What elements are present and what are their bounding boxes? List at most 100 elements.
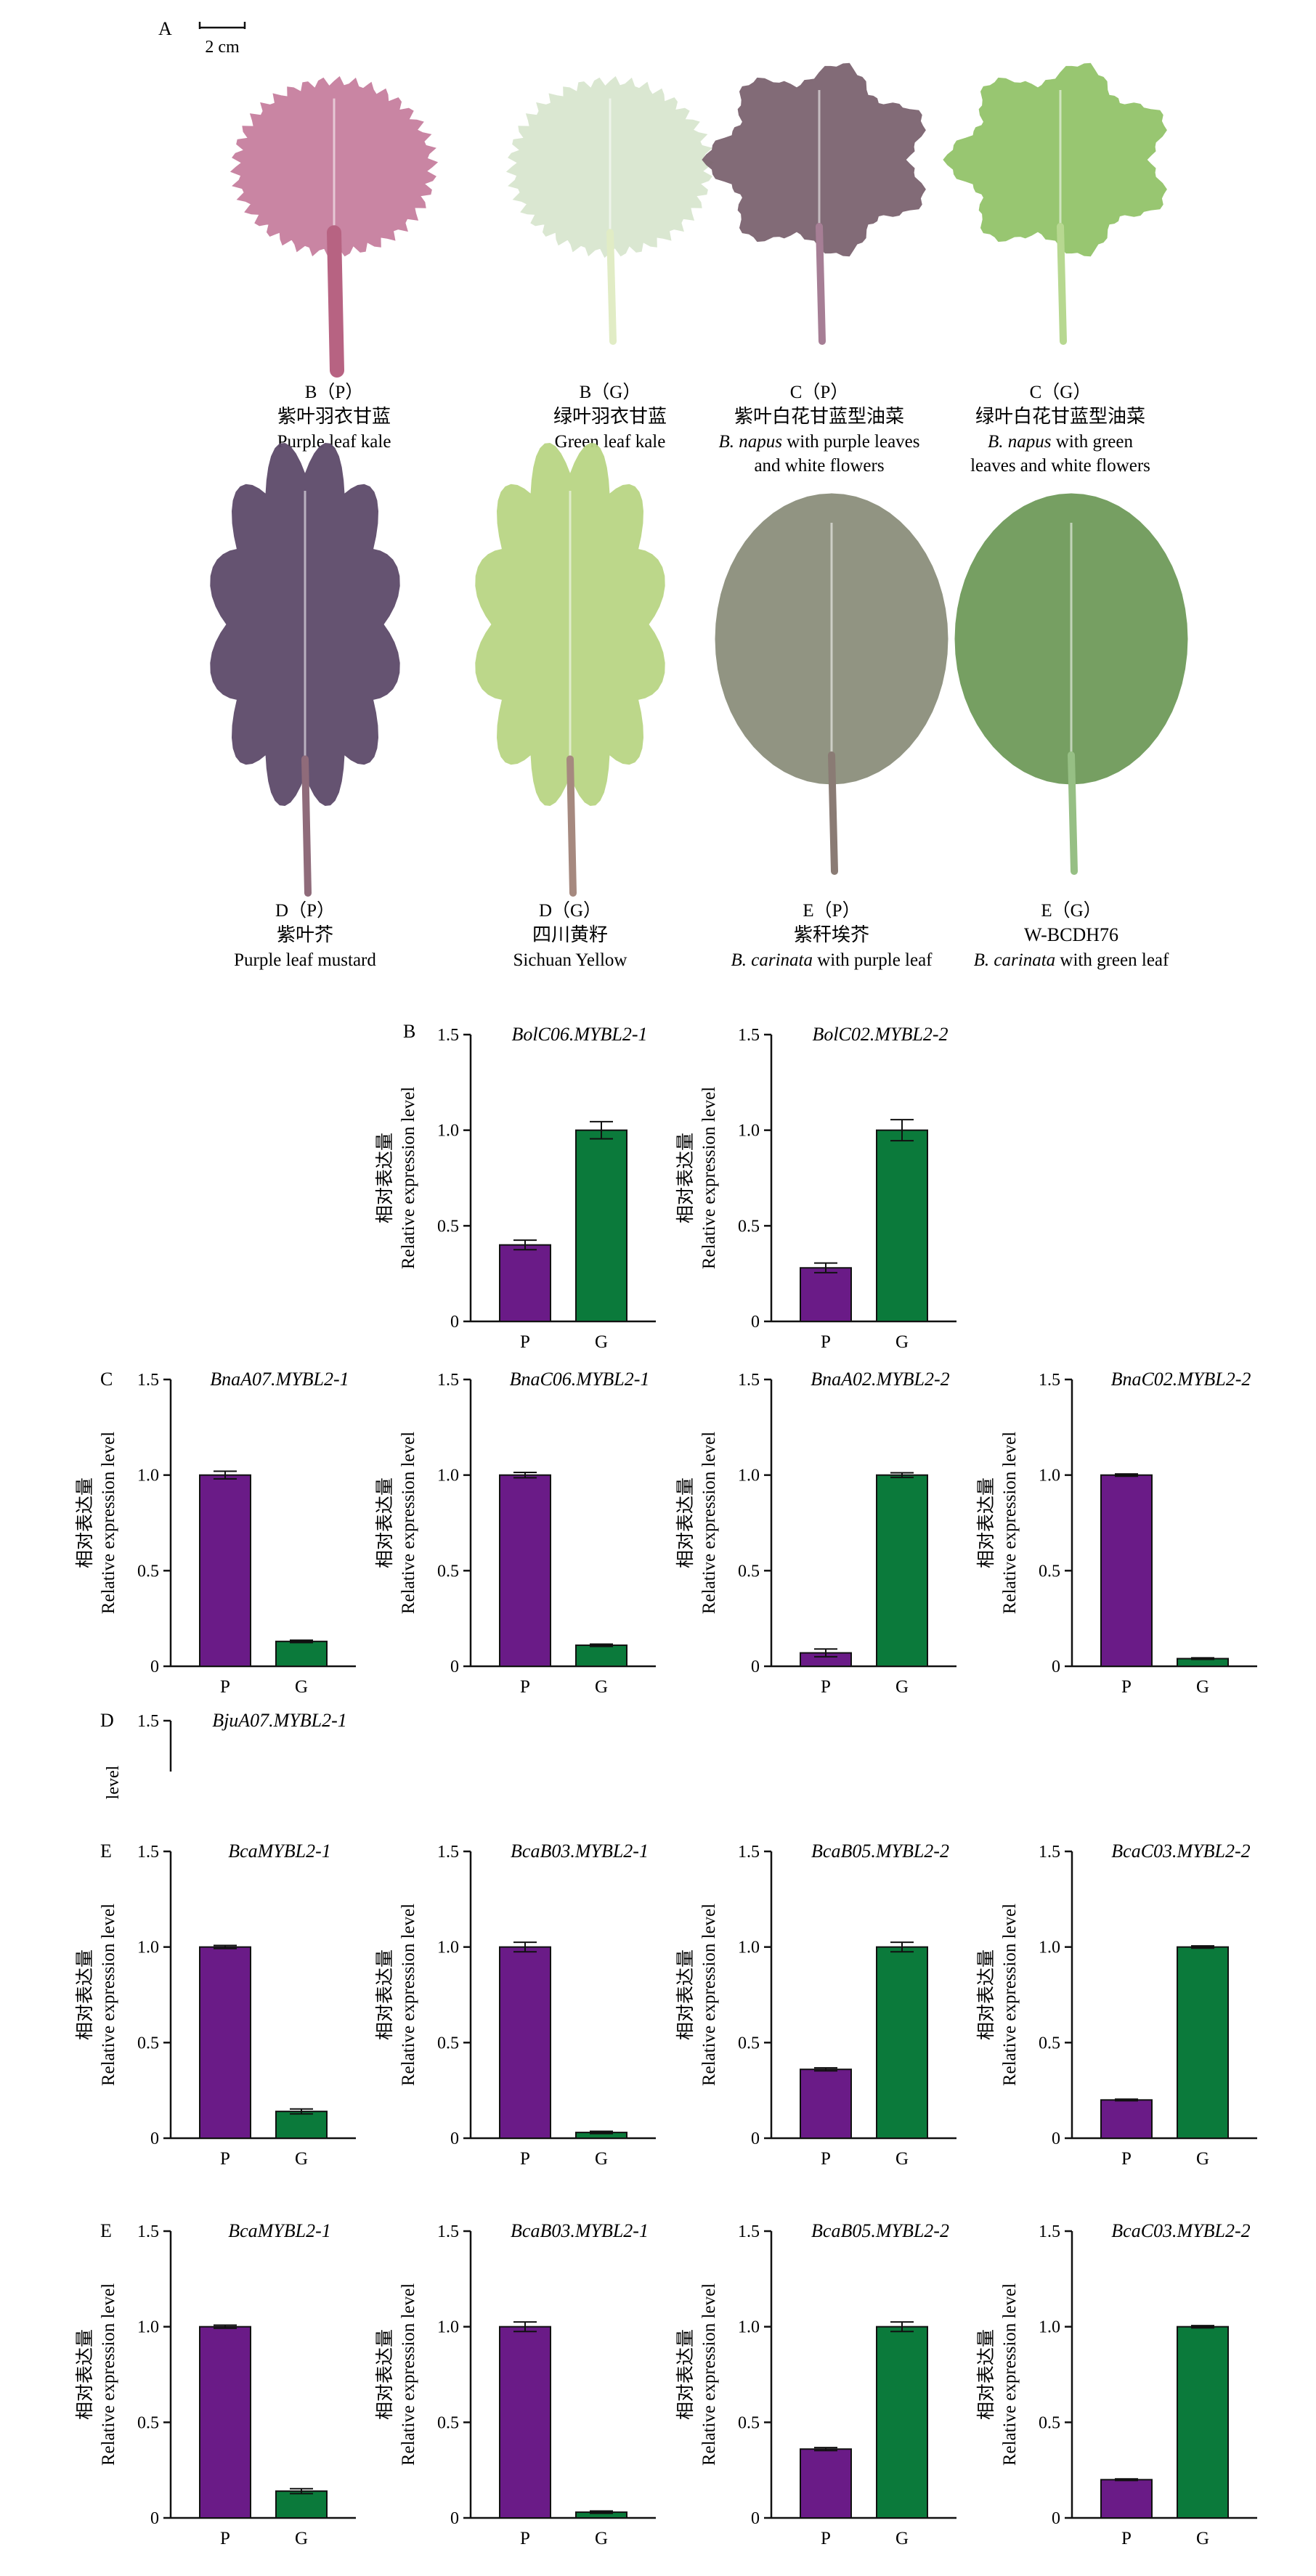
bar-p (199, 1946, 251, 2140)
bar-g (275, 2490, 328, 2519)
bar-g (876, 1129, 928, 1322)
y-tick-label: 0.5 (738, 2034, 760, 2053)
chart-bcab05-mybl2-2: BcaB05.MYBL2-2 0 0.5 1.0 1.5 相对表达量 Relative ex… (675, 1841, 956, 2169)
bar-p (1100, 2099, 1153, 2139)
leaf-photo-3: C（P） 紫叶白花甘蓝型油菜 B. napus with purple leaves… (702, 62, 926, 476)
y-tick-label: 1.5 (137, 1843, 159, 1862)
y-tick-label: 1.0 (137, 1939, 159, 1957)
leaf-name-en: Sichuan Yellow (513, 950, 627, 970)
y-tick-label: 1.0 (437, 1939, 459, 1957)
y-tick-label: 0 (150, 2129, 159, 2148)
y-axis-label-zh: 相对表达量 (75, 1949, 95, 2040)
leaf-name-en: B. napus with green (988, 432, 1133, 452)
bar-g (1177, 1946, 1229, 2140)
y-axis-label-zh: 相对表达量 (675, 1949, 696, 2040)
y-axis-label-zh: 相对表达量 (976, 1477, 996, 1568)
y-axis-label-en: Relative expression level (699, 1432, 719, 1614)
species-name: B. carinata (731, 950, 813, 970)
leaf-code-label: E（P） (803, 900, 860, 921)
y-tick-label: 0 (751, 1658, 760, 1676)
chart-title: BnaC06.MYBL2-1 (510, 1369, 650, 1390)
chart-bjua07-mybl2-1: BjuA07.MYBL2-1 1.5 level (104, 1710, 347, 1799)
y-tick-label: 0 (150, 1658, 159, 1676)
leaf-petiole (1068, 751, 1078, 875)
y-axis-label-en: Relative expression level (399, 2283, 418, 2466)
y-axis-label-en: Relative expression level (399, 1432, 418, 1614)
x-tick-label: P (1121, 2529, 1132, 2548)
chart-title: BcaC03.MYBL2-2 (1111, 1841, 1250, 1862)
y-tick-label: 1.5 (1039, 1371, 1060, 1390)
species-name: B. carinata (974, 950, 1056, 970)
leaf-name-en: Green leaf kale (555, 432, 666, 452)
y-tick-label: 0.5 (137, 1562, 159, 1581)
chart-title: BcaB05.MYBL2-2 (811, 1841, 949, 1862)
x-tick-label: G (1196, 2529, 1209, 2548)
y-tick-label: 0 (450, 1313, 459, 1332)
leaf-code-label: B（P） (305, 382, 364, 402)
y-tick-label: 0.5 (1039, 2034, 1060, 2053)
y-tick-label: 1.5 (437, 1026, 459, 1045)
x-tick-label: G (295, 2529, 308, 2548)
y-tick-label: 0.5 (437, 2413, 459, 2432)
species-name: B. napus (718, 432, 782, 452)
y-axis-label-zh: 相对表达量 (75, 1477, 95, 1568)
x-tick-label: G (895, 1332, 909, 1352)
chart-bcamybl2-1: BcaMYBL2-1 0 0.5 1.0 1.5 相对表达量 Relative expres… (75, 2220, 356, 2548)
leaf-petiole (828, 751, 838, 875)
chart-title: BolC02.MYBL2-2 (812, 1024, 948, 1045)
y-axis-label-en: level (104, 1765, 123, 1799)
bar-g (876, 1474, 928, 1667)
chart-bcac03-mybl2-2: BcaC03.MYBL2-2 0 0.5 1.0 1.5 相对表达量 Relative ex… (976, 1841, 1257, 2169)
y-tick-label: 1.5 (437, 1843, 459, 1862)
y-tick-label: 1.5 (1039, 2222, 1060, 2241)
leaf-name-zh: 紫秆埃芥 (794, 924, 869, 945)
leaf-name-en: and white flowers (754, 456, 884, 476)
leaf-code-label: E（G） (1041, 900, 1101, 921)
bar-g (575, 1129, 627, 1322)
bar-p (1100, 2479, 1153, 2519)
leaf-name-en: leaves and white flowers (970, 456, 1150, 476)
y-tick-label: 1.0 (1039, 2318, 1060, 2337)
leaf-description: with green (1052, 432, 1134, 452)
bar-p (800, 2448, 852, 2519)
x-tick-label: G (1196, 1677, 1209, 1697)
chart-bolc06-mybl2-1: BolC06.MYBL2-1 0 0.5 1.0 1.5 相对表达量 Relative ex… (375, 1024, 656, 1352)
chart-bnaa02-mybl2-2: BnaA02.MYBL2-2 0 0.5 1.0 1.5 相对表达量 Relative ex… (675, 1369, 956, 1697)
leaf-photo-2: B（G） 绿叶羽衣甘蓝 Green leaf kale (505, 76, 715, 452)
leaf-name-en: B. carinata with green leaf (974, 950, 1169, 970)
x-tick-label: P (821, 1677, 831, 1697)
y-tick-label: 1.5 (738, 1843, 760, 1862)
y-axis-label-zh: 相对表达量 (675, 2329, 696, 2420)
chart-bcab03-mybl2-1: BcaB03.MYBL2-1 0 0.5 1.0 1.5 相对表达量 Relative ex… (375, 1841, 656, 2169)
y-axis-label-en: Relative expression level (1000, 1904, 1020, 2086)
bar-p (800, 2068, 852, 2139)
y-tick-label: 0.5 (437, 2034, 459, 2053)
panel-label-c: C (100, 1369, 113, 1390)
leaf-description: with purple leaves (782, 432, 920, 452)
chart-title: BcaMYBL2-1 (228, 1841, 331, 1862)
leaf-photo-4: C（G） 绿叶白花甘蓝型油菜 B. napus with green leaves a… (943, 62, 1167, 476)
y-tick-label: 1.0 (738, 1467, 760, 1485)
leaf-description: with purple leaf (813, 950, 933, 970)
bar-p (499, 1244, 551, 1322)
x-tick-label: P (821, 1332, 831, 1352)
y-axis-label-en: Relative expression level (699, 1904, 719, 2086)
y-tick-label: 1.0 (738, 1122, 760, 1141)
y-axis-label-en: Relative expression level (699, 1087, 719, 1269)
y-tick-label: 1.0 (738, 1939, 760, 1957)
leaf-code-label: B（G） (580, 382, 641, 402)
y-tick-label: 1.0 (137, 1467, 159, 1485)
x-tick-label: P (1121, 2149, 1132, 2169)
y-tick-label: 0 (751, 2129, 760, 2148)
y-tick-label: 0 (450, 1658, 459, 1676)
y-tick-label: 0.5 (1039, 1562, 1060, 1581)
leaf-name-zh: 紫叶白花甘蓝型油菜 (734, 406, 904, 427)
x-tick-label: P (220, 1677, 230, 1697)
y-tick-label: 0 (150, 2509, 159, 2528)
x-tick-label: G (595, 1332, 608, 1352)
chart-title: BcaB05.MYBL2-2 (811, 2220, 949, 2241)
bar-g (1177, 2326, 1229, 2519)
y-tick-label: 0.5 (437, 1217, 459, 1236)
y-tick-label: 0.5 (137, 2413, 159, 2432)
